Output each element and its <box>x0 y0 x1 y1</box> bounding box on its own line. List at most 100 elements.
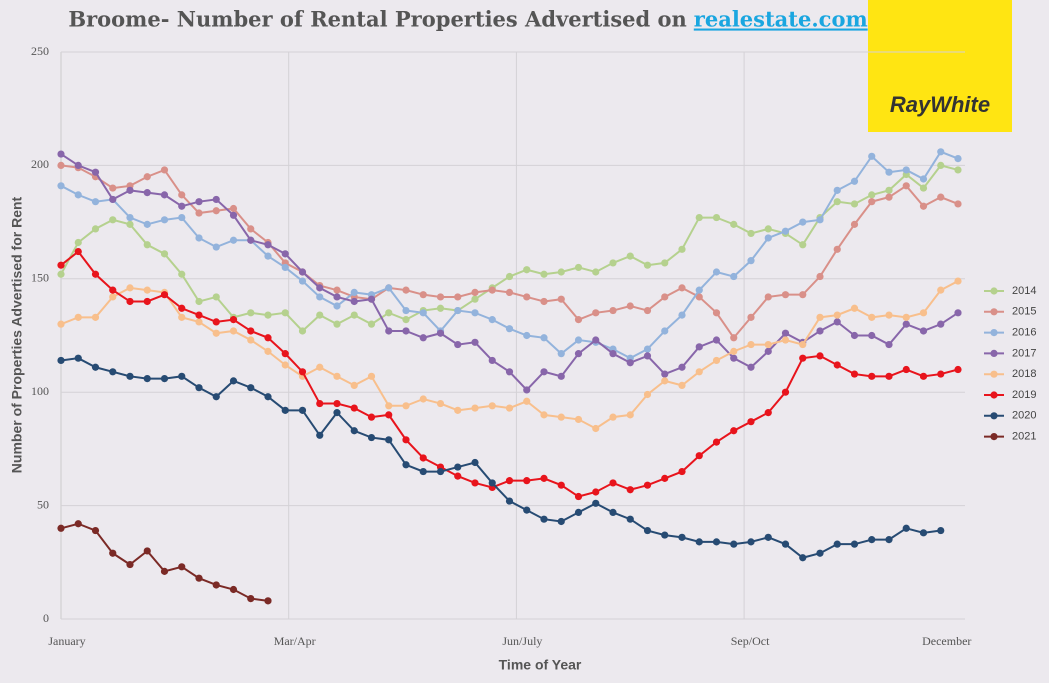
data-point <box>298 406 307 414</box>
data-point <box>540 334 548 342</box>
data-point <box>91 225 100 233</box>
data-point <box>195 234 203 242</box>
data-point <box>229 327 238 335</box>
data-point <box>126 220 134 228</box>
data-point <box>747 257 755 265</box>
data-point <box>385 309 393 317</box>
data-point <box>367 295 376 303</box>
data-point <box>436 329 445 337</box>
data-point <box>678 533 686 541</box>
data-point <box>471 338 479 346</box>
data-point <box>57 524 65 532</box>
data-point <box>471 479 479 487</box>
data-point <box>126 186 134 194</box>
data-point <box>178 563 186 571</box>
y-tick-label: 200 <box>31 157 49 171</box>
data-point <box>799 554 807 562</box>
data-point <box>505 404 514 412</box>
data-point <box>298 277 307 285</box>
data-point <box>730 347 738 355</box>
data-point <box>247 384 255 392</box>
data-point <box>160 191 169 199</box>
data-point <box>954 277 962 285</box>
data-point <box>799 218 807 226</box>
data-point <box>264 393 272 401</box>
data-point <box>609 508 617 517</box>
data-point <box>160 250 169 258</box>
data-point <box>609 306 617 315</box>
data-point <box>488 316 496 324</box>
data-point <box>281 361 289 369</box>
data-point <box>781 336 790 344</box>
data-point <box>919 372 928 380</box>
data-point <box>109 293 117 301</box>
data-point <box>919 175 928 183</box>
data-point <box>937 148 945 156</box>
data-point <box>695 343 703 351</box>
data-point <box>868 331 876 340</box>
data-point <box>781 329 790 337</box>
data-point <box>919 202 928 210</box>
data-point <box>350 404 358 412</box>
data-point <box>195 574 203 582</box>
data-point <box>919 309 928 317</box>
data-point <box>178 202 186 210</box>
data-point <box>367 413 376 421</box>
data-point <box>229 377 238 385</box>
data-point <box>764 340 772 349</box>
data-point <box>523 331 531 340</box>
data-point <box>540 474 548 482</box>
data-point <box>247 225 255 233</box>
data-point <box>109 184 117 192</box>
data-point <box>247 236 255 244</box>
data-point <box>143 189 151 197</box>
data-point <box>902 524 910 532</box>
legend-label: 2021 <box>1012 431 1036 443</box>
data-point <box>695 368 703 376</box>
data-point <box>126 372 134 380</box>
data-point <box>523 386 531 394</box>
data-point <box>937 370 945 378</box>
data-point <box>57 270 65 278</box>
data-point <box>247 327 255 335</box>
data-point <box>643 526 652 535</box>
data-point <box>695 286 703 294</box>
data-point <box>574 508 583 517</box>
x-tick-label: Jun/July <box>502 634 542 648</box>
data-point <box>747 538 755 546</box>
data-point <box>523 397 531 405</box>
data-point <box>57 356 65 365</box>
data-point <box>661 474 669 482</box>
data-point <box>954 154 962 163</box>
data-point <box>505 272 514 281</box>
data-point <box>109 286 117 294</box>
title-link[interactable]: realestate.com <box>694 7 868 32</box>
data-point <box>643 306 652 315</box>
data-point <box>816 549 824 557</box>
data-point <box>419 395 427 403</box>
data-point <box>902 365 910 374</box>
data-point <box>833 540 841 548</box>
data-point <box>402 327 410 335</box>
y-tick-label: 150 <box>31 271 49 285</box>
data-point <box>160 567 169 575</box>
data-point <box>109 549 117 557</box>
data-point <box>609 479 617 487</box>
data-point <box>747 229 755 238</box>
data-point <box>471 295 479 303</box>
data-point <box>609 350 617 358</box>
data-point <box>281 309 289 317</box>
data-point <box>937 320 945 328</box>
data-point <box>212 329 220 337</box>
data-point <box>626 252 634 260</box>
data-point <box>661 370 669 378</box>
data-point <box>695 213 703 222</box>
data-point <box>919 327 928 335</box>
data-point <box>160 216 169 224</box>
data-point <box>592 424 600 433</box>
data-point <box>419 291 427 299</box>
data-point <box>178 313 186 321</box>
data-point <box>505 368 514 376</box>
data-point <box>195 318 203 326</box>
